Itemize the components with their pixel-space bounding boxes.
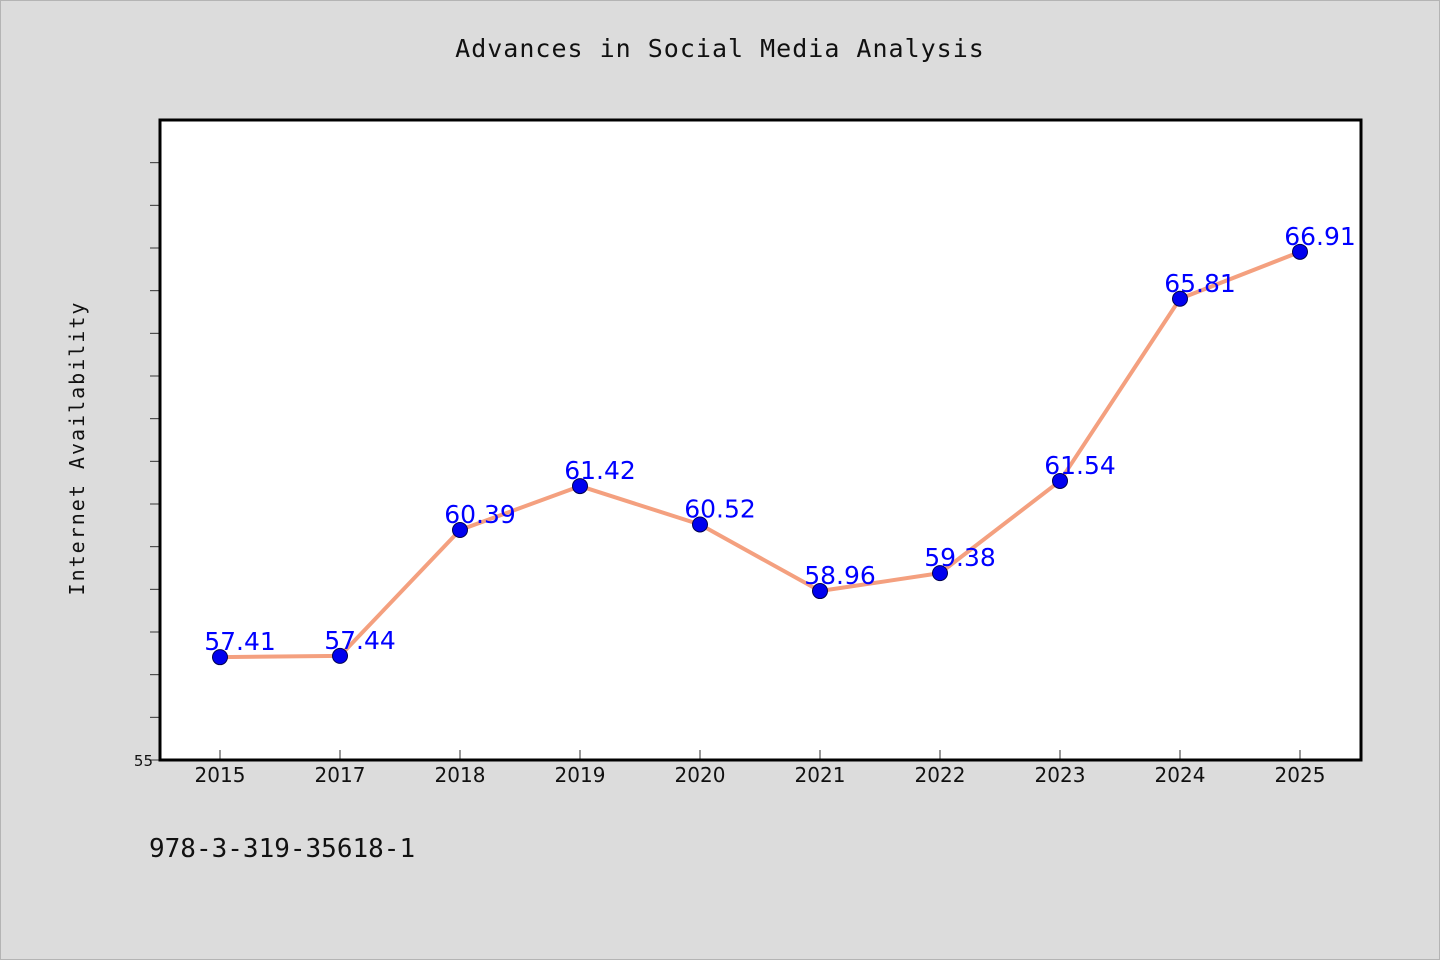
x-tick-label: 2020 xyxy=(675,763,726,787)
data-point xyxy=(1052,472,1068,489)
data-point xyxy=(812,583,828,600)
data-point xyxy=(932,565,948,582)
data-point xyxy=(452,522,468,539)
series-line xyxy=(218,249,1302,660)
x-tick-label: 2025 xyxy=(1275,763,1326,787)
data-point xyxy=(692,516,708,533)
data-point xyxy=(1172,290,1188,307)
plot-area xyxy=(160,120,1361,760)
y-axis-ticks: 55 xyxy=(134,162,160,770)
x-tick-label: 2023 xyxy=(1035,763,1086,787)
x-tick-label: 2021 xyxy=(795,763,846,787)
isbn-footnote: 978-3-319-35618-1 xyxy=(149,834,416,864)
x-tick-label: 2019 xyxy=(555,763,606,787)
x-tick-label: 2015 xyxy=(195,763,246,787)
chart-title: Advances in Social Media Analysis xyxy=(455,34,985,63)
y-tick-label: 55 xyxy=(134,752,153,770)
x-tick-label: 2024 xyxy=(1155,763,1206,787)
data-point xyxy=(212,649,228,666)
data-point xyxy=(1292,243,1308,260)
plot-border xyxy=(158,118,1363,762)
x-tick-label: 2018 xyxy=(435,763,486,787)
data-point xyxy=(572,478,588,495)
series-markers xyxy=(212,243,1308,666)
x-tick-label: 2017 xyxy=(315,763,366,787)
x-axis-tick-labels: 2015 2017 2018 2019 2020 2021 2022 2023 2024 2025 xyxy=(195,750,1326,787)
data-point xyxy=(332,647,348,664)
x-tick-label: 2022 xyxy=(915,763,966,787)
